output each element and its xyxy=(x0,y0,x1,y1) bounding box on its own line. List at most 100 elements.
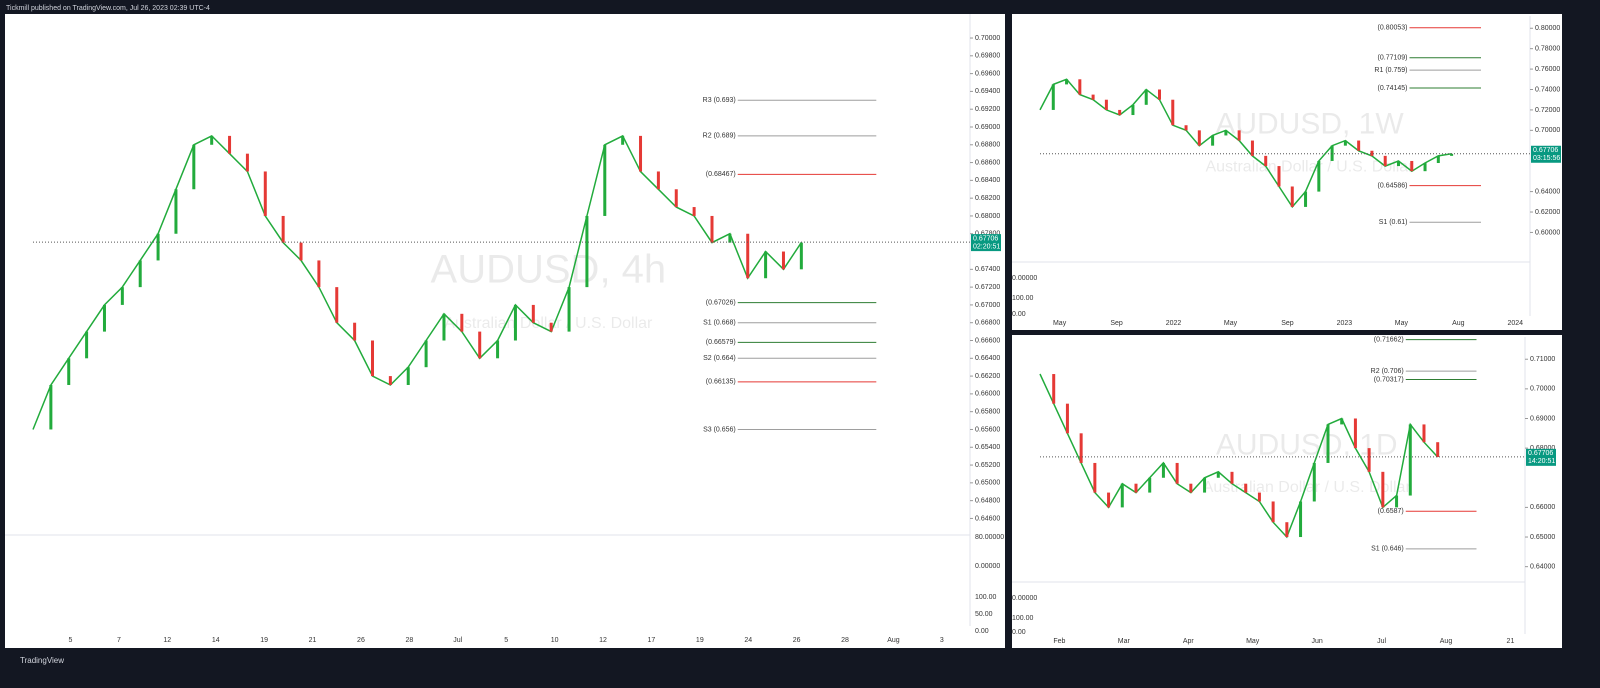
x-tick-label: May xyxy=(1053,320,1067,327)
y-tick-label: 0.72000 xyxy=(1535,107,1560,114)
y-tick-label: 0.67000 xyxy=(975,302,1000,309)
x-tick-label: 2024 xyxy=(1508,320,1524,327)
candle-body xyxy=(1118,109,1122,116)
candle-body xyxy=(1093,462,1097,493)
x-tick-label: 12 xyxy=(599,637,607,644)
candle-body xyxy=(1144,89,1148,105)
x-tick-label: Aug xyxy=(1452,320,1465,327)
level-label: (0.66579) xyxy=(706,339,736,346)
candle-body xyxy=(1423,163,1427,172)
candle-body xyxy=(228,135,232,154)
candle-body xyxy=(1367,448,1371,472)
y-tick-label: 0.69600 xyxy=(975,70,1000,77)
candle-body xyxy=(67,358,71,385)
candle-body xyxy=(728,233,732,243)
candle-body xyxy=(710,215,714,243)
indicator-label: 50.00 xyxy=(975,611,993,618)
x-tick-label: 17 xyxy=(648,637,656,644)
candle-body xyxy=(120,287,124,305)
candle-body xyxy=(460,313,464,332)
y-tick-label: 0.70000 xyxy=(1535,127,1560,134)
y-tick-label: 0.68400 xyxy=(975,177,1000,184)
candle-body xyxy=(1277,166,1281,187)
watermark-subtitle: Australian Dollar / U.S. Dollar xyxy=(444,315,653,332)
candle-body xyxy=(1285,522,1289,538)
y-tick-label: 0.66200 xyxy=(975,373,1000,380)
x-tick-label: 26 xyxy=(793,637,801,644)
indicator-label: 100.00 xyxy=(1012,615,1034,622)
x-tick-label: 26 xyxy=(357,637,365,644)
x-tick-label: Aug xyxy=(1440,638,1453,645)
candle-body xyxy=(1304,191,1308,207)
candle-body xyxy=(1189,483,1193,493)
candle-body xyxy=(1299,501,1303,538)
candle-body xyxy=(1408,424,1412,496)
level-label: S1 (0.646) xyxy=(1371,546,1404,553)
x-tick-label: 7 xyxy=(117,637,121,644)
level-label: (0.71662) xyxy=(1374,336,1404,343)
x-tick-label: Mar xyxy=(1118,638,1131,645)
candle-body xyxy=(1317,160,1321,192)
y-tick-label: 0.68000 xyxy=(975,213,1000,220)
x-tick-label: May xyxy=(1224,320,1238,327)
indicator-label: 80.00000 xyxy=(975,534,1004,541)
y-tick-label: 0.66000 xyxy=(1530,504,1555,511)
level-label: (0.80053) xyxy=(1378,25,1408,32)
indicator-label: 100.00 xyxy=(1012,295,1034,302)
y-tick-label: 0.64800 xyxy=(975,497,1000,504)
candle-body xyxy=(1107,492,1111,508)
level-label: S1 (0.668) xyxy=(703,320,736,327)
level-label: (0.64586) xyxy=(1378,182,1408,189)
candle-body xyxy=(1381,471,1385,508)
watermark: AUDUSD, 4h xyxy=(431,248,667,292)
level-label: R3 (0.693) xyxy=(703,97,736,104)
y-tick-label: 0.65400 xyxy=(975,444,1000,451)
x-tick-label: 21 xyxy=(309,637,317,644)
x-tick-label: Jul xyxy=(1377,638,1386,645)
y-tick-label: 0.68800 xyxy=(975,142,1000,149)
candle-body xyxy=(1197,130,1201,146)
price-line xyxy=(1039,373,1439,539)
header: Tickmill published on TradingView.com, J… xyxy=(6,5,210,12)
x-tick-label: Aug xyxy=(887,637,900,644)
indicator-label: 0.00 xyxy=(975,628,989,635)
candle-body xyxy=(1148,477,1152,493)
x-tick-label: 14 xyxy=(212,637,220,644)
candle-body xyxy=(174,189,178,234)
x-tick-label: 21 xyxy=(1507,638,1515,645)
candle-body xyxy=(317,260,321,288)
y-tick-label: 0.67800 xyxy=(975,231,1000,238)
candle-body xyxy=(281,215,285,243)
candle-body xyxy=(585,215,589,288)
y-tick-label: 0.69400 xyxy=(975,88,1000,95)
x-tick-label: 2023 xyxy=(1337,320,1353,327)
candle-body xyxy=(335,287,339,323)
y-tick-label: 0.65800 xyxy=(975,409,1000,416)
candle-body xyxy=(1370,150,1374,156)
candle-body xyxy=(49,384,53,430)
candle-body xyxy=(1271,501,1275,523)
y-tick-label: 0.68600 xyxy=(975,159,1000,166)
price-badge-value: 0.67706 xyxy=(1533,147,1558,154)
indicator-label: 0.00 xyxy=(1012,629,1026,636)
level-label: R1 (0.759) xyxy=(1374,67,1407,74)
price-badge-value: 0.67706 xyxy=(973,235,998,242)
candle-body xyxy=(1237,130,1241,141)
price-badge-countdown: 14:20:51 xyxy=(1528,458,1555,465)
candle-body xyxy=(1450,153,1454,156)
level-label: (0.6587) xyxy=(1378,508,1404,515)
candle-body xyxy=(603,144,607,216)
x-tick-label: Apr xyxy=(1183,638,1195,645)
price-line xyxy=(1039,78,1452,209)
watermark-subtitle: Australian Dollar / U.S. Dollar xyxy=(1203,479,1412,496)
y-tick-label: 0.65600 xyxy=(975,426,1000,433)
candle-body xyxy=(1171,99,1175,126)
price-badge xyxy=(1531,145,1561,163)
y-tick-label: 0.68000 xyxy=(1530,445,1555,452)
candle-body xyxy=(1211,135,1215,146)
indicator-label: 0.00000 xyxy=(975,563,1000,570)
candle-body xyxy=(1078,79,1082,95)
x-tick-label: 3 xyxy=(940,637,944,644)
candle-body xyxy=(424,340,428,368)
